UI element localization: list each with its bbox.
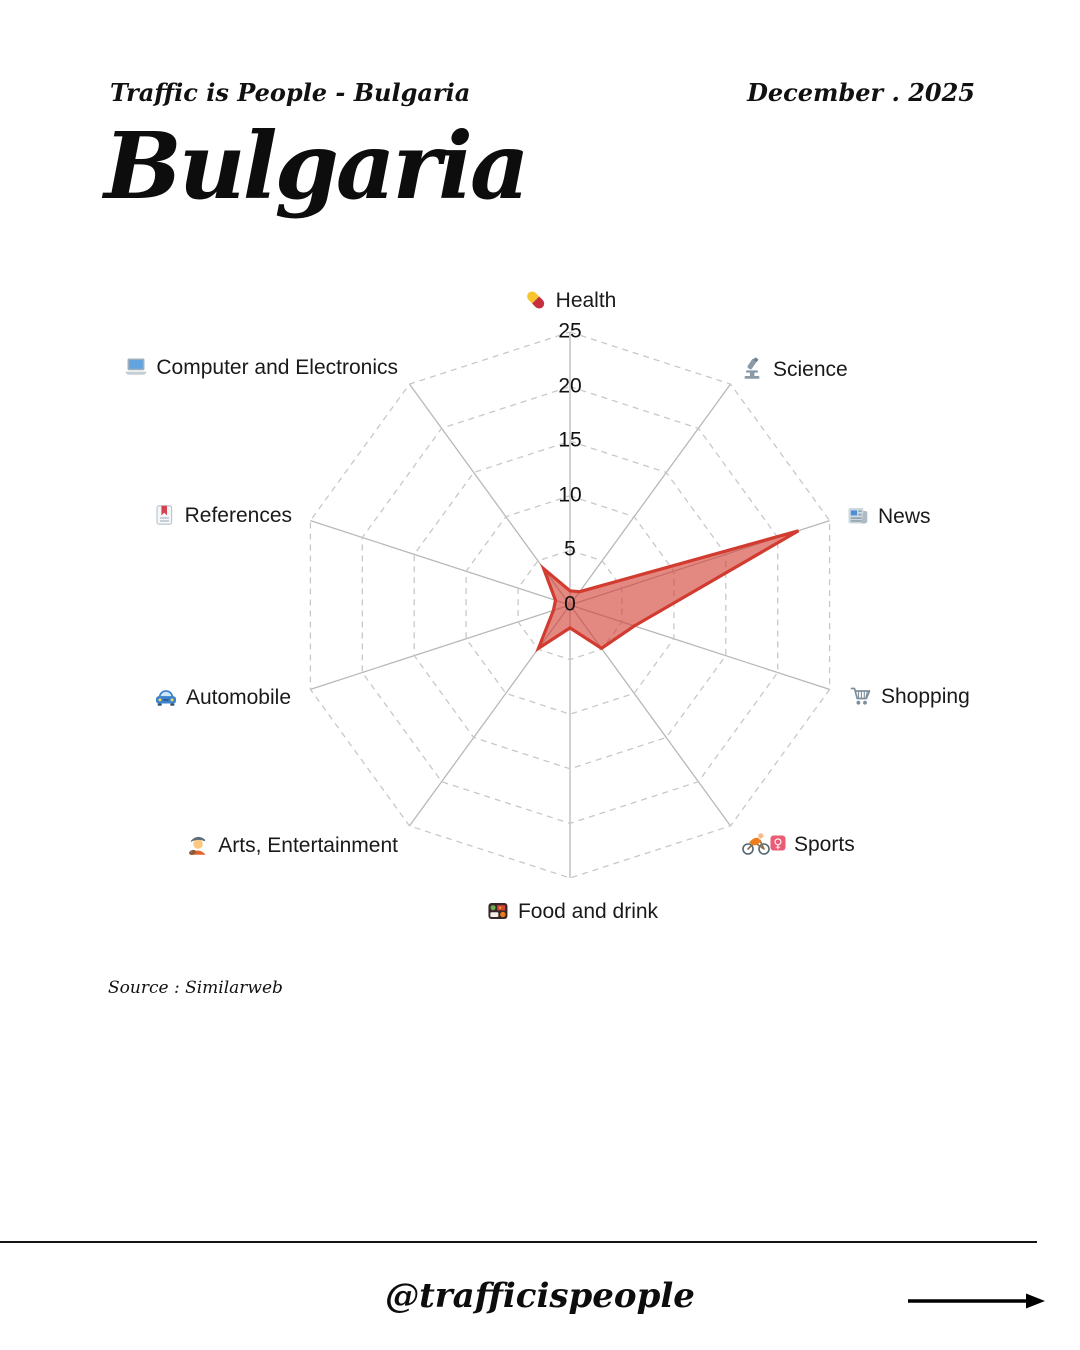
blue-car-icon xyxy=(155,690,176,706)
svg-text:♀: ♀ xyxy=(773,835,782,850)
axis-label-text: Science xyxy=(773,357,848,381)
laptop-icon xyxy=(125,358,147,375)
axis-label-computer-and-electronics: Computer and Electronics xyxy=(124,355,398,379)
page-title: Bulgaria xyxy=(104,112,530,220)
axis-label-text: Automobile xyxy=(185,685,291,709)
shopping-cart-icon xyxy=(850,687,871,705)
tick-label-25: 25 xyxy=(558,319,582,343)
bento-box-icon xyxy=(488,903,508,919)
microscope-icon xyxy=(744,357,760,379)
header: Traffic is People - Bulgaria December . … xyxy=(110,78,975,107)
footer-handle: @trafficispeople xyxy=(385,1276,695,1316)
axis-label-food-and-drink: Food and drink xyxy=(486,899,658,923)
axis-label-text: References xyxy=(184,503,292,527)
footer-divider xyxy=(0,1241,1037,1243)
radar-spoke xyxy=(569,383,732,606)
tick-label-15: 15 xyxy=(558,428,582,452)
header-left-title: Traffic is People - Bulgaria xyxy=(110,78,471,107)
radar-ring xyxy=(413,440,727,770)
axis-label-text: Computer and Electronics xyxy=(156,355,398,379)
tick-label-10: 10 xyxy=(558,483,582,507)
axis-label-shopping: Shopping xyxy=(849,684,970,708)
tick-label-0: 0 xyxy=(564,592,576,616)
source-note: Source : Similarweb xyxy=(108,978,283,998)
header-date: December . 2025 xyxy=(747,78,975,107)
axis-label-news: News xyxy=(846,504,931,528)
axis-label-science: Science xyxy=(741,357,848,381)
axis-label-sports: ♀ Sports xyxy=(740,832,855,856)
right-arrow-icon xyxy=(908,1293,1045,1309)
axis-label-text: Food and drink xyxy=(517,899,659,923)
tick-label-5: 5 xyxy=(564,537,576,561)
newspaper-icon xyxy=(848,508,868,524)
axis-label-automobile: Automobile xyxy=(154,685,291,709)
woman-biking-icon: ♀ xyxy=(742,833,786,855)
axis-label-text: Health xyxy=(555,288,617,312)
axis-label-references: References xyxy=(153,503,292,527)
radar-spoke xyxy=(310,519,571,606)
radar-series-polygon xyxy=(535,529,800,653)
pill-icon xyxy=(527,291,545,309)
axis-label-text: News xyxy=(878,504,931,528)
axis-label-text: Shopping xyxy=(881,684,970,708)
axis-label-arts-entertainment: Arts, Entertainment xyxy=(186,833,398,857)
tick-label-20: 20 xyxy=(558,374,582,398)
radar-ring xyxy=(465,495,675,715)
radar-ring xyxy=(361,385,779,825)
axis-label-text: Arts, Entertainment xyxy=(218,833,398,857)
radar-ring xyxy=(517,549,623,661)
bookmark-tabs-icon xyxy=(156,505,172,525)
artist-icon xyxy=(189,836,206,855)
axis-label-text: Sports xyxy=(794,832,855,856)
radar-spoke xyxy=(310,604,571,691)
axis-label-health: Health xyxy=(524,288,617,312)
